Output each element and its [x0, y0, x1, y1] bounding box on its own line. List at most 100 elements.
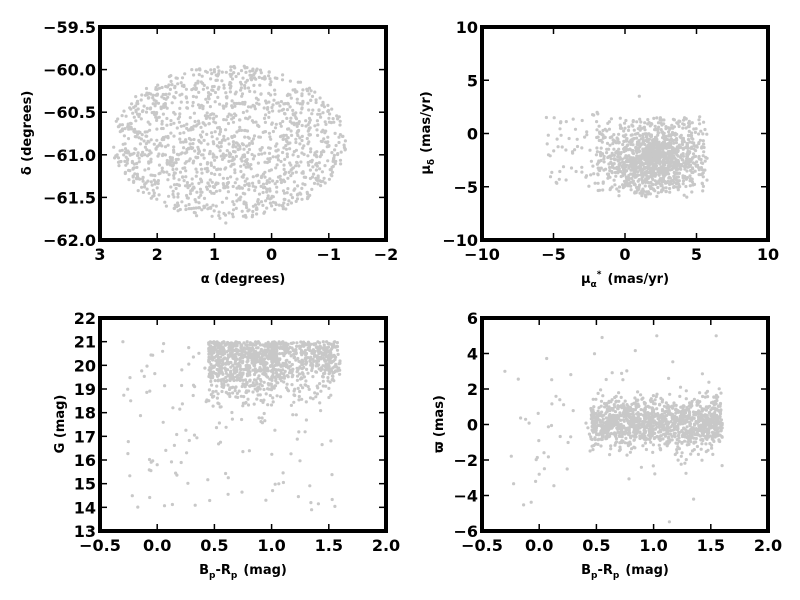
data-point [629, 142, 633, 146]
data-point [692, 182, 697, 186]
y-axis-label: G (mag) [53, 395, 68, 454]
data-point [228, 86, 232, 90]
data-point [176, 117, 180, 121]
data-point [697, 141, 701, 145]
data-point [246, 86, 251, 90]
data-point [294, 117, 299, 121]
data-point [163, 153, 167, 157]
data-point [239, 164, 243, 168]
data-point [204, 97, 208, 101]
data-point [243, 378, 248, 382]
data-point [141, 109, 145, 113]
data-point [632, 165, 636, 169]
data-point [185, 126, 189, 130]
data-point [169, 460, 174, 464]
data-point [142, 185, 147, 189]
data-point [205, 100, 210, 104]
data-point [301, 99, 305, 103]
data-point [199, 103, 204, 107]
data-point [619, 169, 623, 174]
data-point [289, 129, 293, 133]
data-point [295, 124, 299, 128]
data-point [289, 354, 293, 358]
data-point [343, 148, 347, 152]
data-point [252, 104, 257, 108]
data-point [225, 176, 230, 180]
data-point [255, 353, 259, 357]
data-point [226, 190, 230, 194]
data-point [255, 397, 259, 401]
data-point [282, 167, 286, 171]
data-point [636, 156, 640, 160]
data-point [137, 136, 141, 140]
data-point [315, 161, 319, 166]
data-point [276, 175, 281, 179]
data-point [219, 379, 223, 383]
data-point [203, 123, 207, 127]
data-point [141, 179, 145, 183]
data-point [237, 389, 241, 393]
data-point [295, 437, 299, 441]
data-point [327, 349, 331, 354]
data-point [227, 348, 232, 352]
data-point [336, 352, 340, 356]
data-point [207, 122, 211, 126]
data-point [209, 205, 213, 209]
data-point [327, 395, 331, 400]
data-point [226, 137, 230, 141]
data-point [253, 90, 257, 94]
data-point [184, 428, 188, 432]
data-point [168, 163, 173, 167]
data-point [190, 177, 194, 181]
data-point [658, 162, 662, 166]
x-axis-label: α (degrees) [201, 272, 286, 287]
data-point [601, 394, 605, 398]
x-tick-label: 3 [94, 245, 105, 264]
data-point [282, 163, 286, 167]
data-point [687, 129, 691, 133]
data-point [626, 143, 630, 147]
data-point [631, 137, 635, 141]
data-point [178, 137, 182, 141]
data-point [253, 367, 257, 371]
data-point [294, 90, 298, 94]
data-point [215, 374, 220, 378]
data-point [643, 194, 648, 198]
data-point [200, 180, 204, 184]
data-point [632, 445, 636, 449]
data-point [145, 187, 149, 191]
data-point [239, 169, 243, 174]
data-point [196, 103, 201, 107]
data-point [215, 137, 219, 141]
data-point [326, 135, 330, 139]
data-point [252, 83, 256, 87]
data-point [195, 123, 199, 127]
data-point [298, 136, 302, 140]
data-point [643, 184, 647, 188]
data-point [185, 183, 189, 188]
data-point [338, 158, 343, 162]
data-point [130, 494, 134, 498]
data-point [246, 358, 250, 362]
data-point [580, 146, 584, 150]
data-point [278, 104, 282, 108]
data-point [221, 152, 225, 156]
data-point [173, 112, 177, 116]
data-point [170, 83, 174, 87]
data-point [617, 132, 621, 136]
data-point [298, 80, 303, 84]
data-point [589, 173, 593, 177]
data-point [251, 209, 255, 214]
data-point [684, 471, 688, 475]
data-point [298, 459, 302, 463]
data-point [219, 141, 223, 145]
data-point [276, 368, 280, 372]
data-point [311, 108, 315, 112]
data-point [222, 118, 226, 122]
data-point [323, 359, 327, 363]
data-point [258, 387, 262, 391]
data-point [252, 134, 257, 138]
data-point [122, 109, 126, 113]
data-point [152, 191, 156, 195]
